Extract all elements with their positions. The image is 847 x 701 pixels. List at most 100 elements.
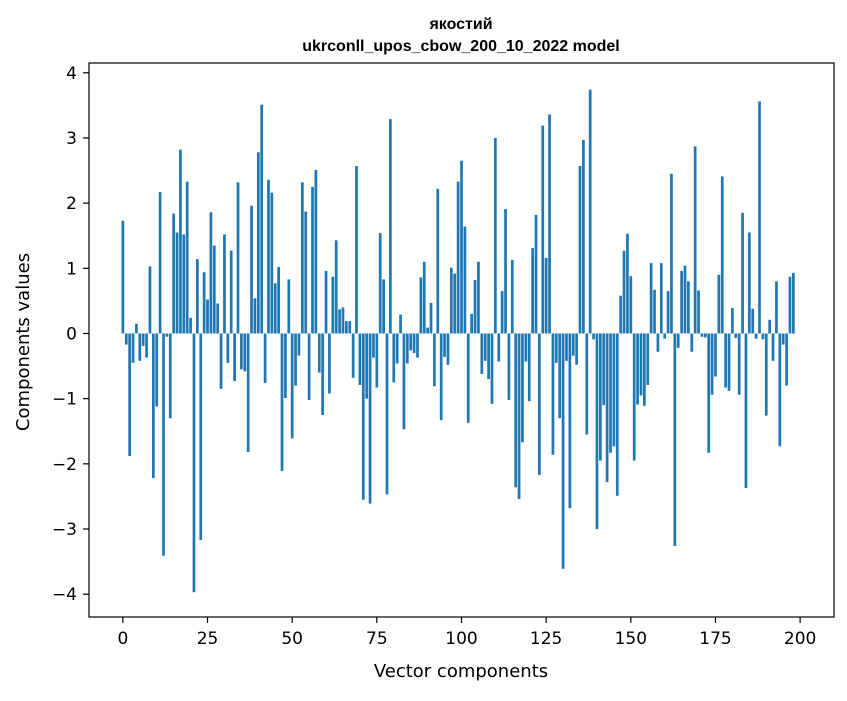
bar: [585, 333, 589, 435]
bar: [619, 295, 623, 334]
bar: [250, 205, 253, 334]
bar: [165, 333, 169, 337]
bar: [334, 240, 338, 334]
bar: [317, 333, 321, 373]
bar: [402, 333, 406, 430]
bar: [598, 333, 602, 461]
bar: [612, 333, 616, 447]
bar: [348, 321, 352, 334]
bar: [683, 265, 687, 334]
bar: [372, 333, 375, 358]
bars-group: [121, 89, 795, 593]
bar: [433, 333, 436, 387]
bar: [504, 209, 507, 334]
bar: [670, 173, 673, 334]
bar: [744, 333, 748, 488]
bar: [358, 333, 362, 385]
bar: [490, 333, 494, 404]
bar: [785, 333, 788, 386]
bar: [121, 220, 125, 334]
bar: [426, 327, 429, 334]
bar: [643, 333, 646, 406]
bar: [226, 333, 230, 363]
chart-title: якостий: [428, 16, 492, 33]
bar: [687, 281, 690, 334]
bar: [659, 263, 663, 334]
bar: [747, 232, 751, 334]
bar: [355, 165, 358, 334]
bar: [544, 257, 548, 334]
bar: [775, 281, 778, 334]
bar: [240, 333, 243, 370]
plot-frame: [88, 62, 835, 618]
bar: [375, 333, 379, 388]
bar: [602, 333, 606, 406]
bar: [148, 266, 152, 334]
bar: [304, 211, 308, 334]
bar: [568, 333, 572, 509]
bar: [494, 137, 497, 334]
bar: [649, 263, 653, 334]
bar: [595, 333, 599, 530]
bar: [609, 333, 612, 453]
bar: [734, 333, 738, 339]
bar: [646, 333, 650, 385]
bar: [453, 273, 457, 334]
y-tick-label: −4: [52, 585, 77, 605]
bar: [538, 333, 541, 475]
bar: [710, 333, 714, 395]
bar: [422, 261, 426, 334]
bar: [588, 89, 592, 334]
bar: [267, 179, 270, 334]
bar: [788, 276, 792, 334]
bar: [500, 291, 504, 334]
bar: [365, 333, 369, 399]
bar: [229, 250, 233, 334]
bar: [761, 333, 765, 340]
bar: [639, 333, 643, 396]
bar: [480, 333, 484, 374]
bar: [731, 308, 734, 334]
y-tick-label: 1: [66, 259, 77, 279]
bar: [531, 248, 534, 334]
bar: [541, 125, 545, 334]
bar: [615, 333, 619, 496]
bar: [582, 139, 585, 334]
bar: [449, 267, 453, 334]
bar: [385, 333, 389, 495]
bar: [185, 181, 189, 334]
bar: [575, 333, 578, 365]
y-tick-label: −2: [52, 455, 77, 475]
bar: [345, 321, 348, 334]
bar: [172, 213, 176, 334]
bar: [361, 333, 365, 500]
bar: [192, 333, 196, 593]
bar: [216, 303, 220, 334]
bar: [446, 333, 450, 365]
bar: [280, 333, 284, 471]
bar: [219, 333, 223, 389]
bar: [395, 333, 399, 364]
bar: [382, 279, 385, 334]
bar: [314, 169, 318, 334]
chart-subtitle: ukrconll_upos_cbow_200_10_2022 model: [302, 38, 619, 55]
bar: [487, 333, 490, 380]
bar: [754, 333, 758, 339]
bar: [338, 309, 341, 334]
bar: [182, 234, 186, 334]
bar: [554, 333, 558, 363]
bar: [419, 277, 423, 334]
bar: [436, 188, 440, 334]
bar: [558, 333, 562, 419]
bar: [653, 289, 656, 334]
bar: [703, 333, 707, 338]
bar: [179, 149, 182, 334]
bar: [463, 226, 467, 334]
bar: [720, 176, 724, 334]
y-tick-label: −3: [52, 520, 77, 540]
bar: [466, 333, 470, 423]
bar: [168, 333, 172, 419]
